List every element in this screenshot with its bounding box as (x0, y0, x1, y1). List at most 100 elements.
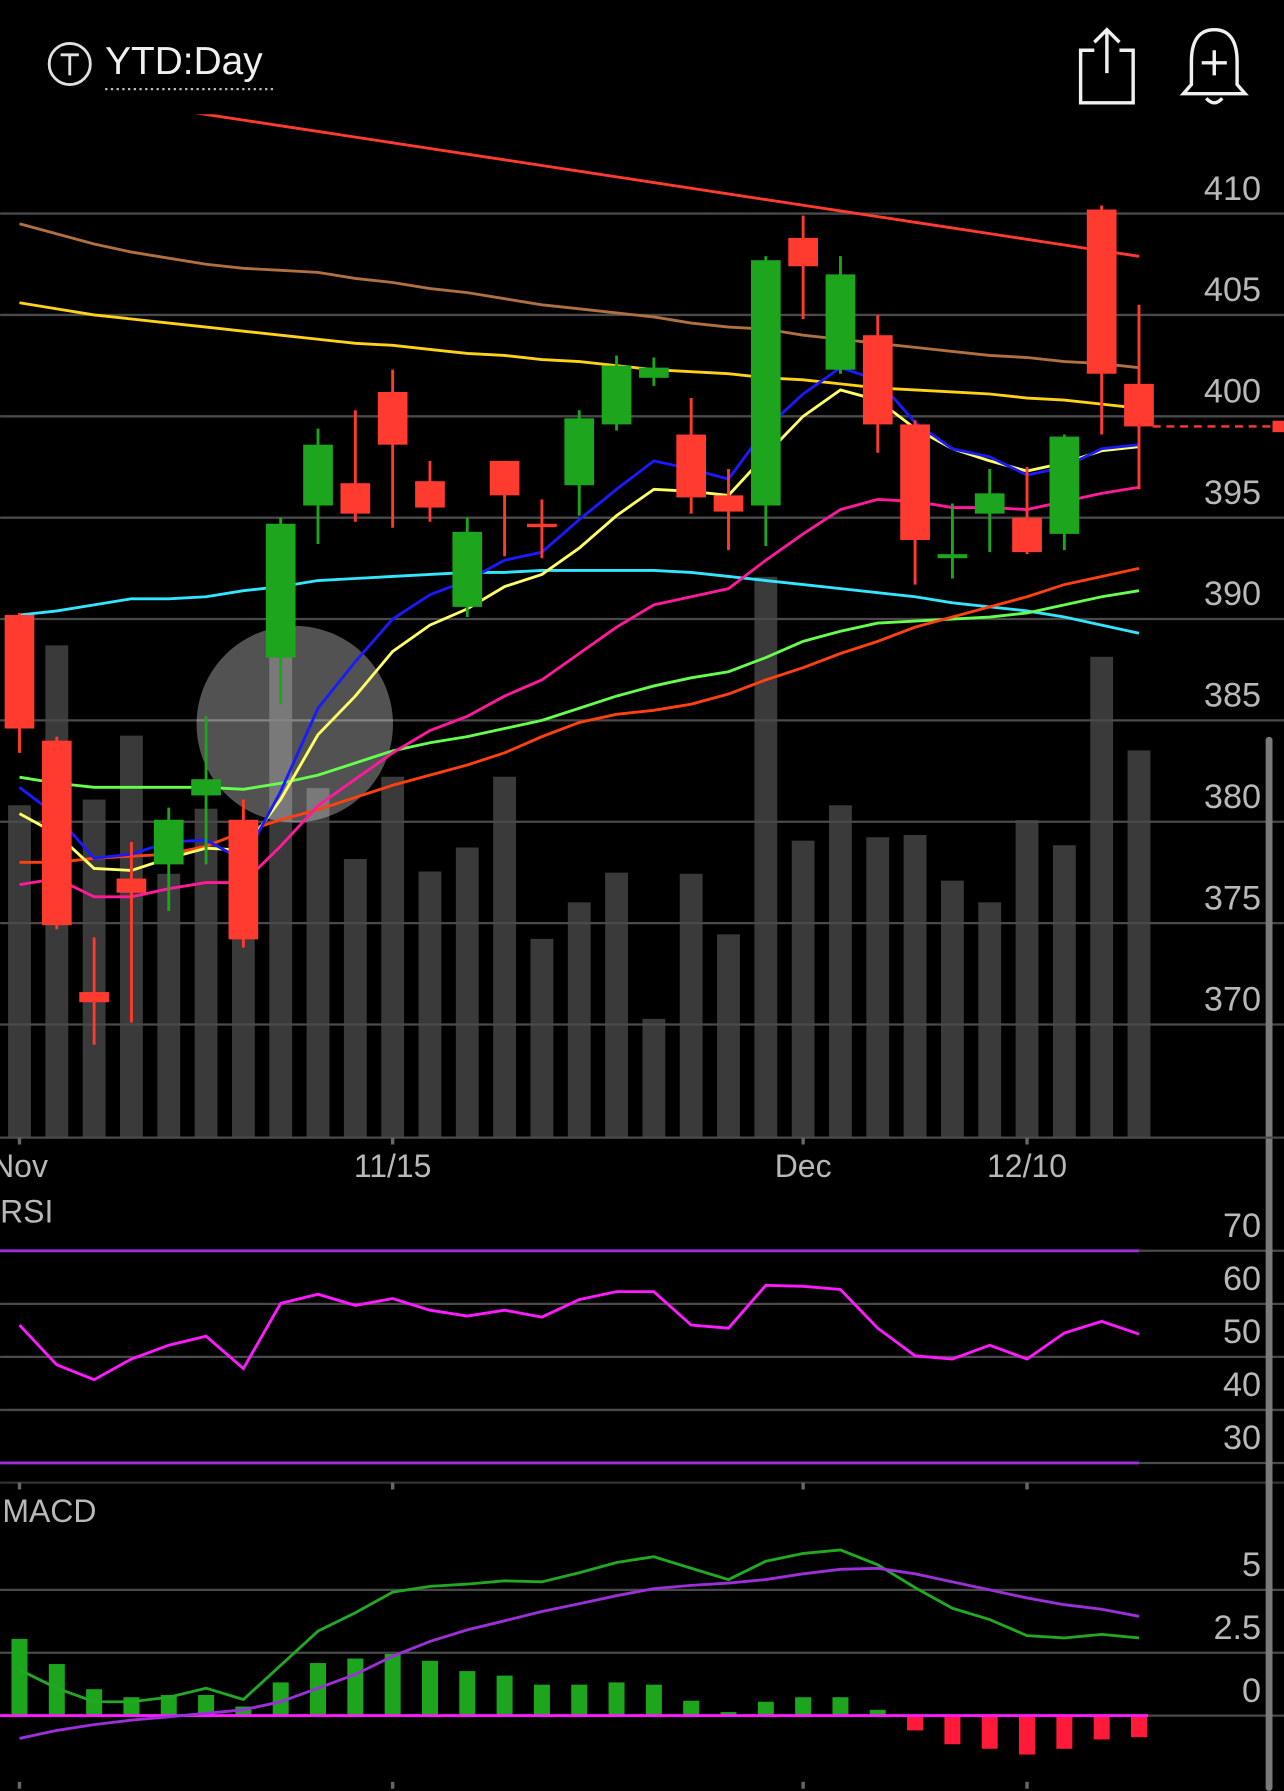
x-tick-label: Dec (775, 1148, 832, 1184)
volume-bar (194, 808, 218, 1138)
volume-bar (306, 788, 330, 1138)
histogram-bar (608, 1682, 625, 1716)
candle-body (377, 391, 408, 445)
histogram-bar (496, 1675, 513, 1716)
histogram-bar (533, 1684, 550, 1716)
histogram-bar (1130, 1715, 1147, 1738)
y-tick-label: 50 (1223, 1313, 1261, 1351)
candle-body (303, 444, 333, 506)
scrollbar[interactable] (1265, 736, 1273, 1791)
candles (4, 205, 1154, 1045)
share-icon (1078, 48, 1135, 105)
y-tick-label: 405 (1204, 271, 1261, 309)
x-tick-label: 12/10 (987, 1148, 1067, 1184)
y-tick-label: 30 (1223, 1419, 1261, 1457)
histogram-bar (1056, 1715, 1073, 1749)
candle-body (4, 614, 35, 729)
macd-line (18, 1548, 1140, 1704)
candle-body (452, 531, 483, 607)
rsi-panel: RSI 30 40 50 60 70 (0, 1194, 1284, 1490)
histogram-bar (683, 1700, 700, 1716)
tick-label-backing (1183, 1364, 1268, 1408)
macd-panel: MACD 0 2.5 5 (0, 1493, 1284, 1789)
moving-average (19, 301, 1140, 410)
y-tick-label: 40 (1223, 1366, 1261, 1404)
histogram-bar (869, 1709, 886, 1716)
volume-bar (717, 934, 740, 1138)
range-selector[interactable]: YTD:Day (47, 40, 275, 91)
candle-body (191, 779, 221, 796)
tick-label-backing (1183, 1669, 1268, 1714)
y-tick-label: 375 (1204, 879, 1261, 917)
candle-body (489, 460, 520, 496)
moving-average (19, 568, 1140, 635)
volume-bar (903, 834, 927, 1138)
candle-body (340, 483, 371, 514)
volume-bar (978, 902, 1002, 1138)
candle-body (937, 554, 968, 559)
histogram-bar (11, 1638, 28, 1716)
candle-body (1124, 383, 1154, 427)
candle-body (79, 992, 109, 1003)
volume-bar (8, 805, 31, 1138)
y-tick-label: 395 (1204, 474, 1261, 512)
histogram-bar (757, 1701, 774, 1716)
panel-title: RSI (0, 1194, 53, 1230)
histogram-bar (198, 1694, 215, 1716)
tick-label-backing (1183, 1607, 1268, 1651)
moving-average (19, 222, 1140, 370)
share-button[interactable] (1078, 27, 1135, 105)
candle-body (228, 819, 259, 940)
tick-label-backing (1183, 674, 1268, 719)
y-tick-label: 400 (1204, 373, 1261, 411)
last-price-marker (1272, 420, 1284, 433)
histogram-bar (571, 1684, 588, 1716)
histogram-bar (981, 1715, 998, 1749)
volume-bar (343, 858, 367, 1138)
range-icon-glyph (60, 53, 79, 76)
histogram-bar (645, 1684, 662, 1716)
volume-bar (940, 880, 964, 1138)
share-arrow (1093, 27, 1121, 74)
alert-button[interactable] (1179, 27, 1249, 105)
tick-label-backing (1183, 269, 1268, 313)
volume-bar (530, 938, 554, 1138)
volume-bar (791, 840, 815, 1138)
range-label[interactable]: YTD:Day (105, 40, 263, 83)
tick-label-backing (1183, 370, 1268, 415)
panel-title: MACD (2, 1493, 96, 1529)
candle-body (788, 237, 818, 267)
volume-bar (381, 776, 405, 1138)
volume-bar (493, 776, 517, 1138)
y-tick-label: 0 (1242, 1672, 1261, 1710)
volume-bar (1127, 750, 1151, 1138)
candle-body (900, 424, 930, 540)
tick-label-backing (1183, 1544, 1268, 1588)
candle-body (527, 523, 557, 528)
price-panel (0, 114, 1284, 1138)
candle-body (41, 740, 72, 926)
volume-bar (829, 805, 852, 1138)
tick-label-backing (1183, 1417, 1268, 1461)
price-axis: 370 375 380 385 390 395 400 405 410 (1183, 167, 1268, 1023)
y-tick-label: 390 (1204, 575, 1261, 613)
candle-body (713, 495, 744, 512)
candle-body (415, 481, 445, 508)
volume-bar (679, 873, 703, 1138)
tick-label-backing (1183, 776, 1268, 820)
y-tick-label: 60 (1223, 1260, 1261, 1298)
histogram-bar (944, 1715, 961, 1745)
histogram-bar (907, 1715, 924, 1731)
y-tick-label: 70 (1223, 1207, 1261, 1245)
tick-label-backing (1183, 1205, 1268, 1249)
bell-icon (1179, 27, 1249, 96)
histogram-bar (459, 1671, 476, 1716)
candle-body (862, 335, 893, 425)
histogram-bar (1019, 1715, 1036, 1755)
volume-bar (418, 871, 442, 1138)
volume-bar (642, 1018, 666, 1138)
candle-body (265, 523, 296, 658)
volume-bar (455, 847, 479, 1138)
tick-label-backing (1183, 978, 1268, 1023)
